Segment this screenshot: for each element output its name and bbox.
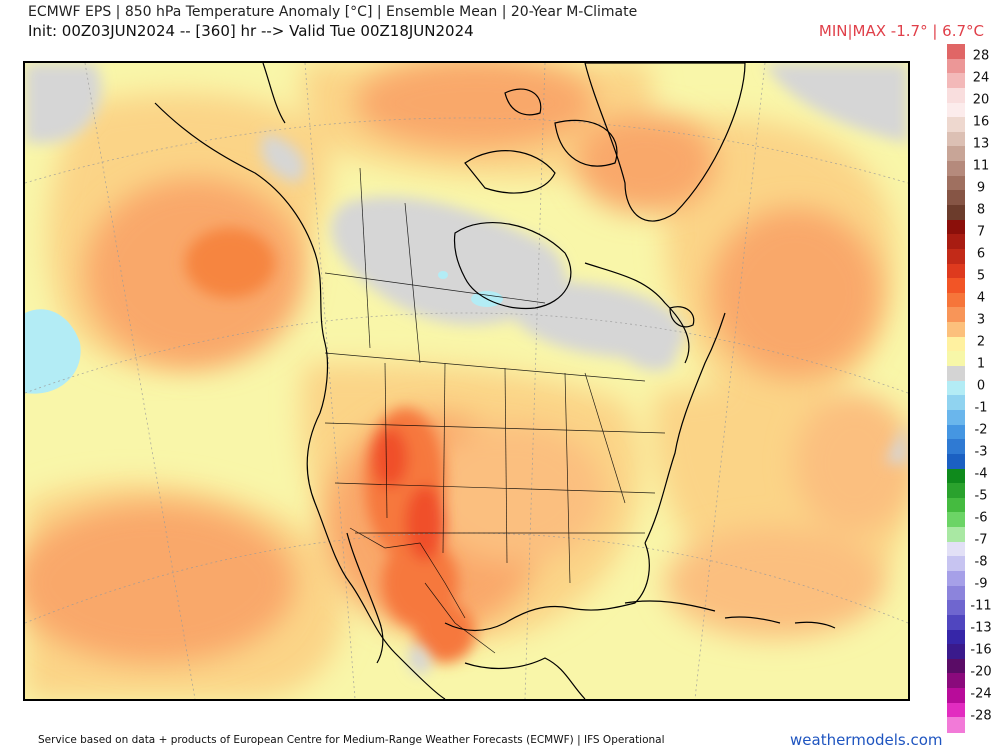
colorbar-tick-label: -13 (970, 620, 992, 636)
colorbar-swatch (947, 717, 965, 733)
colorbar-swatch (947, 468, 965, 484)
colorbar-swatch (947, 351, 965, 367)
colorbar-tick-label: -16 (970, 642, 992, 658)
colorbar-swatch (947, 585, 965, 601)
colorbar-swatch (947, 102, 965, 118)
colorbar-swatch (947, 556, 965, 572)
colorbar-tick-label: 11 (972, 158, 990, 174)
colorbar-swatch (947, 600, 965, 616)
colorbar-tick-label: -11 (970, 598, 992, 614)
colorbar-swatch (947, 175, 965, 191)
colorbar-swatch (947, 497, 965, 514)
colorbar-swatch (947, 234, 965, 250)
colorbar-swatch (947, 263, 965, 279)
colorbar-tick-label: 13 (972, 136, 990, 152)
colorbar-tick-label: 1 (976, 356, 986, 372)
political-boundaries (324, 167, 666, 654)
colorbar-tick-label: -20 (970, 664, 992, 680)
colorbar-tick-label: 3 (976, 312, 986, 328)
colorbar-swatch (947, 278, 965, 294)
graticule (25, 63, 908, 699)
colorbar-swatch (947, 131, 965, 148)
colorbar-tick-label: 20 (972, 92, 990, 108)
colorbar-swatch (947, 248, 965, 265)
colorbar-swatch (947, 87, 965, 104)
colorbar-swatch (947, 570, 965, 587)
colorbar-swatch (947, 322, 965, 338)
colorbar-tick-label: 24 (972, 70, 990, 86)
site-link[interactable]: weathermodels.com (790, 731, 943, 749)
colorbar-swatch (947, 73, 965, 89)
colorbar-tick-label: -6 (974, 510, 988, 526)
colorbar-tick-label: -5 (974, 488, 988, 504)
colorbar-labels: 28 24 20 16 13 11 9 8 7 6 5 4 3 2 1 0 -1 -2 -3 -4 -5 -6 -7 -8 -9… (968, 44, 1000, 732)
colorbar-swatch (947, 424, 965, 440)
colorbar-tick-label: -28 (970, 708, 992, 724)
colorbar-swatch (947, 702, 965, 718)
colorbar-swatch (947, 190, 965, 206)
colorbar-tick-label: -4 (974, 466, 988, 482)
colorbar-swatch (947, 219, 965, 235)
colorbar-swatch (947, 58, 965, 74)
colorbar-tick-label: 6 (976, 246, 986, 262)
colorbar-swatch (947, 395, 965, 411)
colorbar-swatch (947, 117, 965, 133)
colorbar-swatch (947, 307, 965, 323)
colorbar-tick-label: 4 (976, 290, 986, 306)
colorbar-tick-label: 8 (976, 202, 986, 218)
colorbar-swatch (947, 161, 965, 177)
colorbar-swatch (947, 205, 965, 221)
colorbar-swatch (947, 483, 965, 499)
colorbar-swatch (947, 44, 965, 60)
colorbar-swatch (947, 146, 965, 162)
colorbar-tick-label: -9 (974, 576, 988, 592)
colorbar-tick-label: 16 (972, 114, 990, 130)
colorbar-swatch (947, 409, 965, 426)
colorbar-swatch (947, 366, 965, 382)
colorbar-swatch (947, 292, 965, 309)
data-credit: Service based on data + products of Euro… (38, 734, 665, 746)
colorbar-swatch (947, 614, 965, 631)
colorbar-swatch (947, 380, 965, 396)
colorbar-swatch (947, 336, 965, 352)
colorbar-swatch (947, 658, 965, 675)
coastlines (154, 63, 836, 699)
colorbar-tick-label: 28 (972, 48, 990, 64)
colorbar-swatch (947, 541, 965, 557)
chart-title: ECMWF EPS | 850 hPa Temperature Anomaly … (28, 4, 638, 20)
anomaly-map (23, 61, 910, 701)
colorbar-tick-label: 0 (976, 378, 986, 394)
colorbar-swatch (947, 527, 965, 543)
min-max-readout: MIN|MAX -1.7° | 6.7°C (818, 22, 984, 40)
colorbar-swatch (947, 453, 965, 470)
colorbar-tick-label: 5 (976, 268, 986, 284)
colorbar-tick-label: 2 (976, 334, 986, 350)
colorbar (947, 44, 965, 733)
colorbar-swatch (947, 688, 965, 704)
colorbar-tick-label: -8 (974, 554, 988, 570)
colorbar-swatch (947, 629, 965, 645)
colorbar-tick-label: -2 (974, 422, 988, 438)
colorbar-tick-label: -3 (974, 444, 988, 460)
colorbar-swatch (947, 512, 965, 528)
colorbar-tick-label: -7 (974, 532, 988, 548)
neutral-anomaly-areas (25, 63, 908, 675)
colorbar-tick-label: 7 (976, 224, 986, 240)
colorbar-swatch (947, 439, 965, 455)
colorbar-tick-label: -24 (970, 686, 992, 702)
colorbar-swatch (947, 644, 965, 660)
colorbar-tick-label: 9 (976, 180, 986, 196)
colorbar-tick-label: -1 (974, 400, 988, 416)
colorbar-swatch (947, 673, 965, 689)
init-valid-line: Init: 00Z03JUN2024 -- [360] hr --> Valid… (28, 22, 474, 40)
